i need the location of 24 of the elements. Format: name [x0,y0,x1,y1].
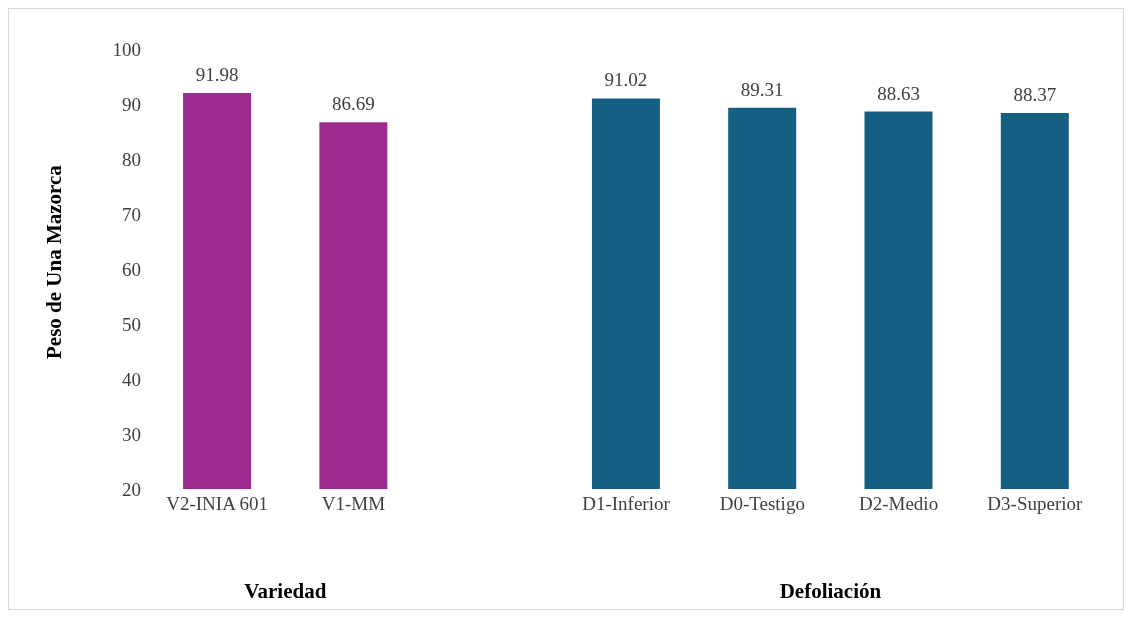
x-tick-label: D2-Medio [858,493,939,515]
y-tick-label: 70 [122,203,141,225]
x-tick-label: V2-INIA 601 [166,493,269,515]
data-label: 89.31 [740,78,784,100]
text: Variedad [243,579,328,604]
data-label: 86.69 [331,93,375,115]
x-tick-label: D0-Testigo [719,493,805,515]
data-label: 88.63 [877,82,920,104]
y-tick-label: 100 [112,38,141,60]
data-label: 91.98 [195,64,239,86]
y-tick-label: 40 [122,368,141,390]
y-tick-label: 60 [122,258,141,280]
data-label: 91.02 [604,69,648,91]
x-tick-label: D1-Inferior [582,493,671,515]
x-tick-label: V1-MM [321,493,386,515]
y-tick-label: 30 [122,423,141,445]
y-tick-label: 20 [122,478,141,500]
y-tick-label: 50 [122,313,141,335]
y-tick-label: 90 [122,93,141,115]
y-axis-title: Peso de Una Mazorca [42,164,67,359]
text: Defoliación [778,579,883,604]
y-tick-label: 80 [122,148,141,170]
x-tick-label: D3-Superior [987,493,1084,515]
data-label: 88.37 [1013,83,1057,105]
